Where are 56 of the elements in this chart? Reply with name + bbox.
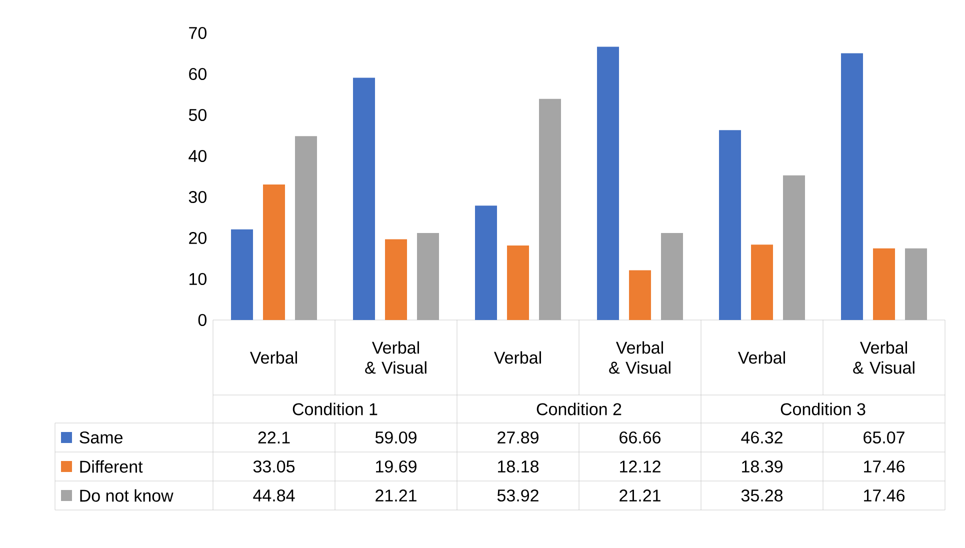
bar: [873, 248, 896, 320]
data-label: 59.09: [375, 431, 416, 444]
bar: [751, 244, 774, 320]
y-tick-label: 60: [189, 68, 206, 80]
bar: [263, 184, 286, 320]
bar: [231, 229, 254, 320]
bar: [475, 206, 498, 320]
text: Condition 2: [536, 402, 622, 416]
bar: [719, 130, 742, 320]
data-label: 46.32: [741, 431, 782, 444]
bar: [417, 233, 440, 320]
data-label: 12.12: [620, 460, 660, 472]
bar: [629, 270, 652, 320]
y-tick-label: 40: [188, 150, 206, 162]
data-label: 21.21: [620, 490, 660, 502]
data-label: 18.18: [498, 460, 539, 473]
bar: [539, 98, 562, 320]
data-label: 18.39: [742, 460, 782, 473]
data-label: 17.46: [864, 489, 905, 502]
data-label: 35.28: [741, 489, 783, 502]
bar: [905, 248, 928, 320]
legend-label: Do not know: [80, 489, 174, 502]
data-label: 53.92: [497, 489, 538, 502]
y-tick-label: 30: [188, 190, 206, 204]
x-tick-label: Verbal & Visual: [609, 341, 670, 374]
text: Condition 3: [780, 402, 866, 416]
data-label: 65.07: [864, 431, 904, 444]
bar: [783, 175, 806, 320]
bar: [661, 233, 684, 320]
y-tick-label: 70: [189, 26, 206, 40]
data-label: 17.46: [864, 460, 905, 473]
legend-label: Different: [80, 460, 143, 473]
data-label: 19.69: [376, 460, 416, 473]
text: Condition 1: [292, 402, 378, 416]
y-tick-label: 50: [188, 108, 206, 122]
x-tick-label: Verbal: [250, 351, 297, 364]
bar: [597, 46, 620, 320]
bar: [353, 78, 376, 320]
y-tick-label: 10: [190, 272, 206, 286]
data-label: 21.21: [376, 490, 416, 502]
legend-label: Same: [80, 431, 123, 444]
x-tick-label: Verbal & Visual: [853, 341, 914, 374]
data-label: 22.1: [258, 432, 290, 444]
data-label: 33.05: [253, 460, 295, 473]
bar: [295, 136, 318, 320]
x-tick-label: Verbal: [738, 351, 785, 364]
bar: [507, 245, 530, 320]
x-tick-label: Verbal: [494, 351, 541, 364]
data-label: 27.89: [498, 431, 538, 444]
y-tick-label: 0: [198, 314, 206, 326]
data-label: 44.84: [253, 489, 295, 502]
x-tick-label: Verbal & Visual: [365, 341, 426, 374]
data-label: 66.66: [620, 431, 661, 444]
bar: [385, 239, 408, 320]
bar: [841, 53, 864, 320]
y-tick-label: 20: [189, 232, 206, 244]
